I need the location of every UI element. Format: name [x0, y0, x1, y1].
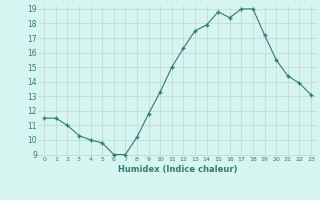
X-axis label: Humidex (Indice chaleur): Humidex (Indice chaleur)	[118, 165, 237, 174]
